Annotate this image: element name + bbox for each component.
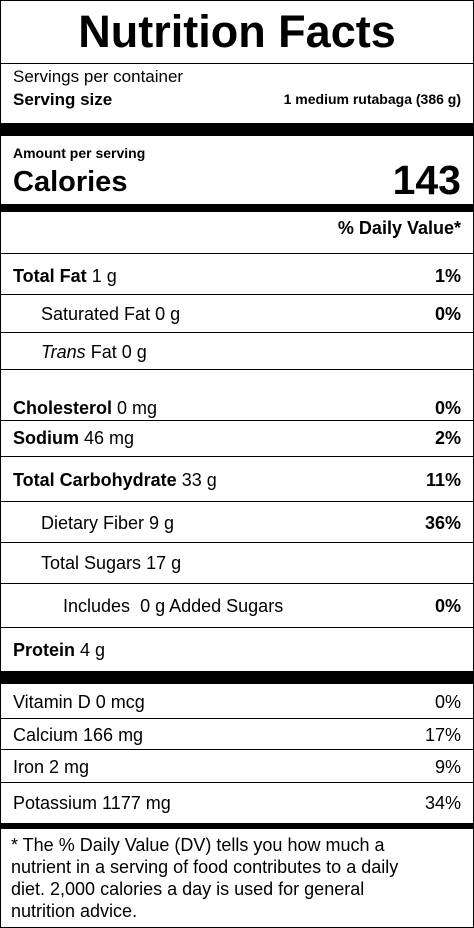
saturated-fat-row: Saturated Fat 0 g [41, 303, 180, 325]
nutrient-name: Protein [13, 640, 76, 660]
total-carbohydrate-dv: 11% [425, 470, 461, 490]
footnote-line: diet. 2,000 calories a day is used for g… [11, 879, 365, 899]
total-sugars-row: Total Sugars 17 g [41, 552, 181, 574]
divider-thin [1, 294, 473, 295]
potassium-row: Potassium 1177 mg [13, 792, 171, 814]
added-sugars-row: Includes 0 g Added Sugars [63, 595, 283, 617]
servings-per-container: Servings per container [13, 67, 184, 86]
nutrient-name: Cholesterol [13, 398, 113, 418]
nutrient-name: Dietary Fiber [41, 513, 145, 533]
divider-thin [1, 501, 473, 502]
total-fat-row: Total Fat 1 g [13, 265, 117, 287]
vitamin-d-dv: 0% [434, 692, 461, 712]
iron-dv: 9% [434, 757, 461, 777]
nutrient-amount: 0 mg [117, 398, 158, 418]
footnote-line: * The % Daily Value (DV) tells you how m… [11, 835, 385, 855]
nutrient-name: Vitamin D [13, 692, 91, 712]
footnote-line: nutrition advice. [11, 901, 138, 921]
divider-thin [1, 420, 473, 421]
divider-thick [1, 671, 473, 684]
dietary-fiber-row: Dietary Fiber 9 g [41, 512, 174, 534]
nutrient-prefix: Includes [63, 596, 131, 616]
trans-fat-row: Trans Fat 0 g [41, 341, 147, 363]
nutrient-amount: 4 g [80, 640, 106, 660]
nutrient-name: Potassium [13, 793, 98, 813]
nutrient-name-suffix: Fat [90, 342, 117, 362]
divider-thin [1, 369, 473, 370]
sodium-row: Sodium 46 mg [13, 427, 134, 449]
nutrient-amount: 0 g [121, 342, 147, 362]
divider-thin [1, 782, 473, 783]
nutrient-amount: 0 g [155, 304, 181, 324]
divider-thin [1, 332, 473, 333]
calcium-row: Calcium 166 mg [13, 724, 143, 746]
divider-thin [1, 583, 473, 584]
sodium-dv: 2% [434, 428, 461, 448]
nutrient-amount: 2 mg [49, 757, 90, 777]
divider-thick [1, 123, 473, 136]
divider-thin [1, 456, 473, 457]
nutrient-name: Added Sugars [169, 596, 284, 616]
serving-size-value: 1 medium rutabaga (386 g) [283, 91, 461, 107]
nutrient-amount: 166 mg [83, 725, 144, 745]
nutrient-name: Total Sugars [41, 553, 142, 573]
added-sugars-dv: 0% [434, 596, 461, 616]
nutrient-name: Total Carbohydrate [13, 470, 177, 490]
total-fat-dv: 1% [434, 266, 461, 286]
divider-thin [1, 253, 473, 254]
calories-label: Calories [13, 166, 128, 198]
divider-medium [1, 823, 473, 829]
nutrient-amount: 9 g [149, 513, 175, 533]
calcium-dv: 17% [424, 725, 461, 745]
nutrient-name: Calcium [13, 725, 79, 745]
nutrient-amount: 33 g [181, 470, 217, 490]
daily-value-footnote: * The % Daily Value (DV) tells you how m… [11, 834, 466, 922]
nutrient-amount: 0 mcg [95, 692, 145, 712]
nutrient-amount: 1 g [91, 266, 117, 286]
divider-thin [1, 718, 473, 719]
iron-row: Iron 2 mg [13, 756, 89, 778]
serving-size-label: Serving size [13, 90, 113, 109]
potassium-dv: 34% [424, 793, 461, 813]
dietary-fiber-dv: 36% [424, 513, 461, 533]
daily-value-header: % Daily Value* [337, 218, 461, 238]
divider-thin [1, 627, 473, 628]
nutrient-name: Sodium [13, 428, 79, 448]
cholesterol-dv: 0% [434, 398, 461, 418]
nutrient-name: Total Fat [13, 266, 87, 286]
nutrient-name: Trans [41, 342, 86, 362]
nutrient-amount: 0 g [140, 596, 166, 616]
calories-value: 143 [392, 157, 461, 203]
saturated-fat-dv: 0% [434, 304, 461, 324]
divider-thin [1, 749, 473, 750]
nutrient-amount: 1177 mg [102, 793, 171, 813]
footnote-line: nutrient in a serving of food contribute… [11, 857, 399, 877]
total-carbohydrate-row: Total Carbohydrate 33 g [13, 469, 217, 491]
divider-thin [1, 63, 473, 64]
divider-medium [1, 204, 473, 212]
divider-thin [1, 542, 473, 543]
nutrient-name: Saturated Fat [41, 304, 151, 324]
amount-per-serving: Amount per serving [13, 145, 146, 161]
nutrient-amount: 46 mg [84, 428, 135, 448]
cholesterol-row: Cholesterol 0 mg [13, 397, 157, 419]
label-title: Nutrition Facts [78, 6, 396, 57]
protein-row: Protein 4 g [13, 639, 105, 661]
nutrient-name: Iron [13, 757, 45, 777]
vitamin-d-row: Vitamin D 0 mcg [13, 691, 145, 713]
nutrient-amount: 17 g [146, 553, 182, 573]
